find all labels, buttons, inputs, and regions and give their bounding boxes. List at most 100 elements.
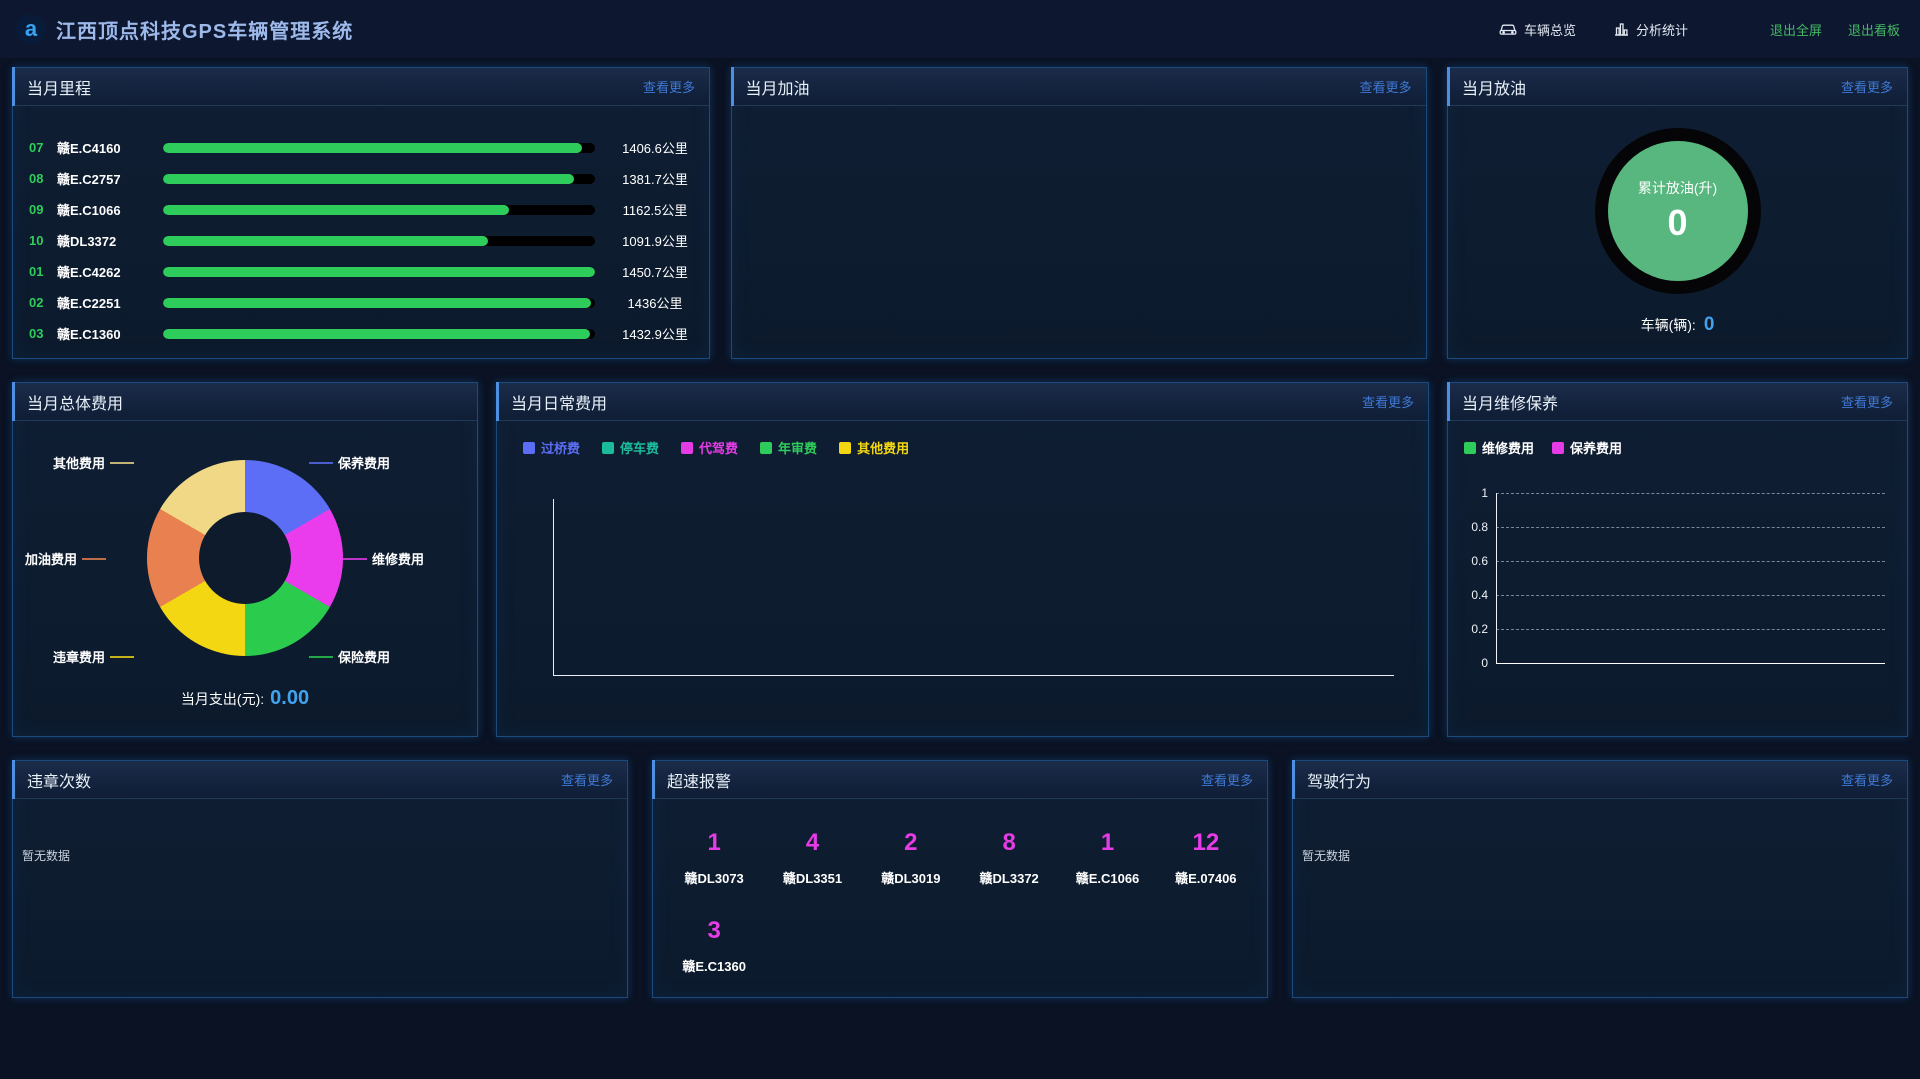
maintenance-grid-line xyxy=(1496,493,1885,494)
legend-swatch xyxy=(1552,441,1565,454)
maintenance-y-axis xyxy=(1496,493,1497,663)
daily-cost-empty-axes xyxy=(553,499,1394,676)
donut-slice-label-text: 其他费用 xyxy=(53,456,106,471)
mileage-rank: 09 xyxy=(29,202,44,217)
panel-total-cost: 当月总体费用 保养费用 维修费用 保险费用 违章费用 加油费用 其他费用 当月支出(元):… xyxy=(12,382,478,737)
speeding-item: 12 赣E.07406 xyxy=(1157,829,1255,887)
mileage-plate: 赣E.C1066 xyxy=(57,203,121,218)
speeding-item: 2 赣DL3019 xyxy=(862,829,960,887)
mileage-rows: 07 赣E.C4160 1406.6公里 08 赣E.C2757 1381.7公里 09 赣E… xyxy=(13,106,709,349)
maintenance-grid-line xyxy=(1496,527,1885,528)
mileage-bar-fill xyxy=(163,204,510,215)
donut-leader-line xyxy=(110,461,135,464)
panel-title-driving: 驾驶行为 xyxy=(1307,773,1372,791)
panel-title-maintenance: 当月维修保养 xyxy=(1462,395,1559,413)
maintenance-grid-line xyxy=(1496,561,1885,562)
total-cost-donut-chart: 保养费用 维修费用 保险费用 违章费用 加油费用 其他费用 xyxy=(13,429,477,687)
donut-leader-line xyxy=(82,557,107,560)
exit-fullscreen-link[interactable]: 退出全屏 xyxy=(1769,22,1822,38)
exit-board-link[interactable]: 退出看板 xyxy=(1847,22,1900,38)
legend-item[interactable]: 代驾费 xyxy=(681,438,738,457)
maintenance-tick-label: 0 xyxy=(1481,656,1488,670)
speeding-count: 8 xyxy=(1002,829,1016,856)
mileage-bar-fill xyxy=(163,297,591,308)
mileage-bar-track xyxy=(163,266,595,277)
donut-slice-label: 其他费用 xyxy=(53,453,135,472)
legend-label: 年审费 xyxy=(778,441,818,456)
more-link-drain[interactable]: 查看更多 xyxy=(1840,80,1893,95)
legend-label: 维修费用 xyxy=(1482,441,1535,456)
speeding-plate: 赣E.C1360 xyxy=(682,959,746,974)
panel-maintenance: 当月维修保养 查看更多 维修费用 保养费用 1 0.8 0.6 0.4 0.2 0 xyxy=(1447,382,1908,737)
legend-swatch xyxy=(681,441,694,454)
speeding-count: 4 xyxy=(805,829,820,856)
donut-ring xyxy=(147,460,343,656)
total-cost-summary-value: 0.00 xyxy=(270,687,310,709)
violations-empty-text: 暂无数据 xyxy=(22,849,71,863)
maintenance-grid-line xyxy=(1496,595,1885,596)
maintenance-tick-label: 0.4 xyxy=(1471,588,1488,602)
legend-item[interactable]: 维修费用 xyxy=(1464,438,1534,457)
donut-leader-line xyxy=(110,655,135,658)
speeding-plate: 赣E.C1066 xyxy=(1075,871,1140,886)
speeding-item: 1 赣E.C1066 xyxy=(1058,829,1156,887)
daily-cost-legend: 过桥费 停车费 代驾费 年审费 其他费用 xyxy=(497,421,1428,457)
mileage-row: 10 赣DL3372 1091.9公里 xyxy=(13,225,709,256)
more-link-speeding[interactable]: 查看更多 xyxy=(1200,773,1253,788)
speeding-plate: 赣DL3073 xyxy=(684,871,744,886)
legend-item[interactable]: 年审费 xyxy=(760,438,817,457)
legend-item[interactable]: 停车费 xyxy=(602,438,659,457)
speeding-plate: 赣DL3351 xyxy=(782,871,843,886)
legend-item[interactable]: 过桥费 xyxy=(523,438,580,457)
donut-slice-label: 违章费用 xyxy=(53,647,135,666)
mileage-rank: 07 xyxy=(29,140,44,155)
speeding-item: 4 赣DL3351 xyxy=(763,829,861,887)
legend-label: 保养费用 xyxy=(1570,441,1623,456)
panel-speeding: 超速报警 查看更多 1 赣DL3073 4 赣DL3351 2 赣DL3019 8 赣DL33… xyxy=(652,760,1268,998)
nav-vehicle-overview[interactable]: 车辆总览 xyxy=(1499,20,1576,39)
more-link-violations[interactable]: 查看更多 xyxy=(560,773,613,788)
donut-slice-label: 保养费用 xyxy=(309,453,390,472)
top-bar: a 江西顶点科技GPS车辆管理系统 车辆总览 分析统计 退出全屏 xyxy=(0,0,1920,58)
speeding-count: 2 xyxy=(904,829,918,856)
nav-analytics-label: 分析统计 xyxy=(1635,22,1688,38)
mileage-value: 1381.7公里 xyxy=(622,172,688,187)
more-link-driving[interactable]: 查看更多 xyxy=(1840,773,1893,788)
legend-label: 过桥费 xyxy=(541,441,581,456)
speeding-count: 1 xyxy=(707,829,721,856)
more-link-mileage[interactable]: 查看更多 xyxy=(642,80,695,95)
speeding-count: 1 xyxy=(1100,829,1115,856)
panel-title-total-cost: 当月总体费用 xyxy=(27,395,124,413)
more-link-daily-cost[interactable]: 查看更多 xyxy=(1361,395,1414,410)
legend-swatch xyxy=(1464,441,1476,454)
maintenance-tick-label: 0.6 xyxy=(1471,554,1488,568)
mileage-rank: 02 xyxy=(29,295,44,310)
mileage-bar-track xyxy=(163,173,595,184)
mileage-row: 01 赣E.C4262 1450.7公里 xyxy=(13,256,709,287)
donut-slice-label-text: 违章费用 xyxy=(53,650,106,665)
speeding-item: 3 赣E.C1360 xyxy=(665,917,763,975)
legend-swatch xyxy=(839,441,852,454)
mileage-row: 02 赣E.C2251 1436公里 xyxy=(13,287,709,318)
nav-analytics[interactable]: 分析统计 xyxy=(1614,20,1688,39)
nav-vehicle-overview-label: 车辆总览 xyxy=(1523,22,1576,38)
more-link-refuel[interactable]: 查看更多 xyxy=(1359,80,1412,95)
mileage-bar-track xyxy=(163,204,595,215)
speeding-item: 8 赣DL3372 xyxy=(960,829,1058,887)
donut-slice-label-text: 保险费用 xyxy=(338,650,391,665)
mileage-value: 1450.7公里 xyxy=(622,265,688,280)
legend-item[interactable]: 其他费用 xyxy=(839,438,909,457)
panel-title-drain: 当月放油 xyxy=(1462,80,1527,98)
donut-leader-line xyxy=(343,557,367,560)
mileage-value: 1436公里 xyxy=(627,296,683,311)
mileage-plate: 赣E.C2251 xyxy=(57,296,121,311)
mileage-plate: 赣DL3372 xyxy=(57,234,117,249)
mileage-value: 1406.6公里 xyxy=(622,141,688,156)
more-link-maintenance[interactable]: 查看更多 xyxy=(1840,395,1893,410)
mileage-bar-fill xyxy=(163,142,583,153)
panel-monthly-drain: 当月放油 查看更多 累计放油(升) 0 车辆(辆): 0 xyxy=(1447,67,1908,359)
legend-item[interactable]: 保养费用 xyxy=(1552,438,1622,457)
mileage-row: 09 赣E.C1066 1162.5公里 xyxy=(13,194,709,225)
donut-leader-line xyxy=(309,461,333,464)
legend-swatch xyxy=(523,441,535,454)
